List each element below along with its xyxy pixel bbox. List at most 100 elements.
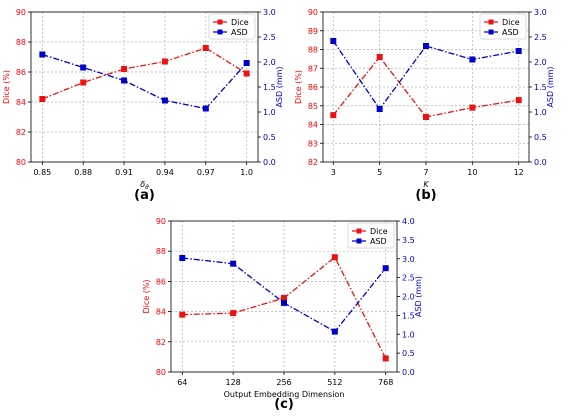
data-point-asd <box>281 299 287 306</box>
legend-marker-dice <box>488 19 494 25</box>
x-tick-label: 0.85 <box>33 168 51 177</box>
y-right-tick-label: 1.5 <box>402 311 415 320</box>
data-point-dice <box>330 112 337 119</box>
x-tick-label: 10 <box>467 168 477 177</box>
y-right-tick-label: 4.0 <box>402 217 415 226</box>
chart-panel-2: 3 5 7 10 12 82 83 84 85 86 87 88 89 90 0.0 0.5 1.0 1.5 2.0… <box>294 8 555 203</box>
data-point-asd <box>230 260 237 267</box>
y-left-axis-label: Dice (%) <box>142 279 151 313</box>
chart-panel-3: 64 128 256 512 768 80 82 84 86 88 90 0.0 0.5 1.0 1.5 2.… <box>142 217 423 412</box>
data-point-asd <box>161 97 168 104</box>
x-axis-label: Output Embedding Dimension <box>224 390 345 399</box>
legend-marker-asd <box>488 29 494 35</box>
x-tick-label: 5 <box>377 168 382 177</box>
y-right-tick-label: 0.5 <box>534 133 547 142</box>
y-right-axis-label: ASD (mm) <box>414 276 423 317</box>
data-point-asd <box>423 43 429 49</box>
data-point-dice <box>281 295 287 302</box>
y-left-tick-label: 86 <box>308 83 318 92</box>
x-tick-label: 0.91 <box>115 168 133 177</box>
series-line-dice <box>182 256 387 359</box>
legend-label-dice: Dice <box>370 227 388 236</box>
panel-label: (c) <box>274 397 294 412</box>
y-left-tick-label: 90 <box>308 8 318 17</box>
y-right-axis-label: ASD (mm) <box>546 66 555 107</box>
series-line-dice <box>42 47 247 100</box>
legend-marker-dice <box>217 19 223 25</box>
y-right-tick-label: 1.0 <box>534 108 547 117</box>
y-right-tick-label: 0.5 <box>263 133 276 142</box>
y-right-tick-label: 2.0 <box>402 293 415 302</box>
data-point-dice <box>382 355 389 362</box>
legend-marker-asd <box>356 238 362 244</box>
y-left-tick-label: 85 <box>308 102 318 111</box>
data-point-asd <box>202 105 209 112</box>
y-right-tick-label: 1.0 <box>263 108 276 117</box>
chart-panel-1: 0.85 0.88 0.91 0.94 0.97 1.0 80 82 84 86 88 90 0.0 0.… <box>2 8 284 203</box>
x-axis-label: δθ <box>140 180 149 191</box>
series-line-asd <box>332 40 519 111</box>
y-left-tick-label: 84 <box>16 98 26 107</box>
panel-label: (b) <box>415 188 436 203</box>
y-left-tick-label: 82 <box>308 158 318 167</box>
y-right-tick-label: 0.5 <box>402 349 415 358</box>
y-right-tick-label: 3.0 <box>402 255 415 264</box>
data-point-asd <box>80 64 87 71</box>
y-left-tick-label: 84 <box>156 308 166 317</box>
data-point-dice <box>243 70 250 77</box>
x-tick-label: 0.94 <box>156 168 174 177</box>
data-point-dice <box>230 310 237 317</box>
data-point-dice <box>121 66 128 72</box>
data-point-asd <box>121 77 128 84</box>
data-point-asd <box>330 38 337 44</box>
data-point-asd <box>39 51 46 58</box>
y-left-tick-label: 88 <box>156 247 166 256</box>
data-point-dice <box>423 114 429 120</box>
y-right-tick-label: 0.0 <box>263 158 276 167</box>
y-right-tick-label: 0.0 <box>534 158 547 167</box>
x-tick-label: 7 <box>423 168 428 177</box>
data-point-dice <box>202 45 209 51</box>
x-tick-label: 64 <box>177 378 187 387</box>
y-right-axis-label: ASD (mm) <box>275 66 284 107</box>
y-left-tick-label: 90 <box>16 8 26 17</box>
x-tick-label: 256 <box>276 378 291 387</box>
legend-marker-asd <box>217 29 223 35</box>
y-right-tick-label: 0.0 <box>402 368 415 377</box>
legend-label-asd: ASD <box>231 28 248 37</box>
x-tick-label: 128 <box>226 378 241 387</box>
data-point-asd <box>382 265 389 272</box>
y-right-tick-label: 2.5 <box>534 33 547 42</box>
x-tick-label: 1.0 <box>240 168 253 177</box>
legend-label-dice: Dice <box>502 18 520 27</box>
data-point-dice <box>179 311 186 318</box>
y-right-tick-label: 2.5 <box>402 274 415 283</box>
panel-label: (a) <box>134 188 155 203</box>
y-left-tick-label: 88 <box>308 46 318 55</box>
y-right-tick-label: 2.0 <box>263 58 276 67</box>
series-line-asd <box>42 53 248 110</box>
y-left-tick-label: 80 <box>16 158 26 167</box>
x-tick-label: 0.97 <box>197 168 215 177</box>
y-left-axis-label: Dice (%) <box>2 70 11 104</box>
y-left-tick-label: 86 <box>16 68 26 77</box>
x-tick-label: 3 <box>331 168 336 177</box>
y-right-tick-label: 2.0 <box>534 58 547 67</box>
y-right-tick-label: 3.5 <box>402 236 415 245</box>
y-right-tick-label: 3.0 <box>263 8 276 17</box>
x-tick-label: 0.88 <box>74 168 92 177</box>
y-right-tick-label: 3.0 <box>534 8 547 17</box>
legend-label-asd: ASD <box>370 237 387 246</box>
data-point-dice <box>376 54 383 60</box>
x-tick-label: 768 <box>378 378 393 387</box>
data-point-asd <box>243 60 250 66</box>
y-left-tick-label: 82 <box>156 338 166 347</box>
y-left-tick-label: 89 <box>308 27 318 36</box>
y-left-tick-label: 86 <box>156 277 166 286</box>
y-right-tick-label: 2.5 <box>263 33 276 42</box>
y-left-tick-label: 80 <box>156 368 166 377</box>
y-left-tick-label: 82 <box>16 128 26 137</box>
x-axis-label: K <box>423 180 429 189</box>
